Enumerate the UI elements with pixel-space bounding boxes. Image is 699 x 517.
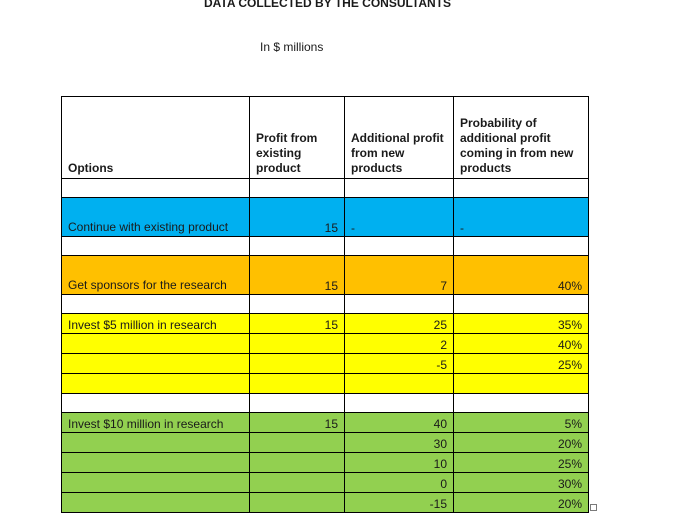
additional-profit-cell: 30 — [344, 432, 454, 453]
probability-cell: 30% — [453, 472, 589, 493]
profit-existing-cell: 15 — [249, 197, 345, 237]
option-label: Get sponsors for the research — [61, 255, 250, 295]
probability-cell: 40% — [453, 255, 589, 295]
probability-cell: 20% — [453, 432, 589, 453]
table-row-invest10-outcome: 0 30% — [61, 472, 589, 493]
spacer-row — [61, 393, 589, 413]
probability-cell: 25% — [453, 452, 589, 473]
additional-profit-cell: 40 — [344, 412, 454, 433]
spacer-row — [61, 178, 589, 198]
header-profit-existing: Profit from existing product — [249, 96, 345, 179]
table-row-sponsors: Get sponsors for the research 15 7 40% — [61, 255, 589, 295]
table-row-continue: Continue with existing product 15 - - — [61, 197, 589, 237]
profit-existing-cell: 15 — [249, 412, 345, 433]
additional-profit-cell: - — [344, 197, 454, 237]
option-label: Continue with existing product — [61, 197, 250, 237]
header-additional-profit: Additional profit from new products — [344, 96, 454, 179]
table-row-invest10-outcome: 10 25% — [61, 452, 589, 473]
header-options: Options — [61, 96, 250, 179]
table-row-invest10-outcome: 30 20% — [61, 432, 589, 453]
option-label: Invest $10 million in research — [61, 412, 250, 433]
header-probability: Probability of additional profit coming … — [453, 96, 589, 179]
probability-cell: 35% — [453, 313, 589, 334]
additional-profit-cell: -15 — [344, 492, 454, 513]
probability-cell: 20% — [453, 492, 589, 513]
table-row-invest5: Invest $5 million in research 15 25 35% — [61, 313, 589, 334]
consultant-data-table: Options Profit from existing product Add… — [61, 96, 589, 513]
page-title: DATA COLLECTED BY THE CONSULTANTS — [203, 0, 452, 10]
probability-cell: 25% — [453, 353, 589, 374]
header-row: Options Profit from existing product Add… — [61, 96, 589, 179]
additional-profit-cell: 0 — [344, 472, 454, 493]
additional-profit-cell: 2 — [344, 333, 454, 354]
additional-profit-cell: 10 — [344, 452, 454, 473]
table-row-invest5-outcome: 2 40% — [61, 333, 589, 354]
table-row-invest10-outcome: -15 20% — [61, 492, 589, 513]
spacer-row — [61, 294, 589, 314]
probability-cell: 40% — [453, 333, 589, 354]
additional-profit-cell: -5 — [344, 353, 454, 374]
units-subtitle: In $ millions — [260, 40, 324, 54]
table-row-invest5-outcome: -5 25% — [61, 353, 589, 374]
spacer-row — [61, 236, 589, 256]
probability-cell: 5% — [453, 412, 589, 433]
profit-existing-cell: 15 — [249, 255, 345, 295]
additional-profit-cell: 25 — [344, 313, 454, 334]
table-row-invest5-blank — [61, 373, 589, 394]
table-row-invest10: Invest $10 million in research 15 40 5% — [61, 412, 589, 433]
additional-profit-cell: 7 — [344, 255, 454, 295]
profit-existing-cell: 15 — [249, 313, 345, 334]
resize-handle[interactable] — [590, 504, 597, 511]
probability-cell: - — [453, 197, 589, 237]
option-label: Invest $5 million in research — [61, 313, 250, 334]
